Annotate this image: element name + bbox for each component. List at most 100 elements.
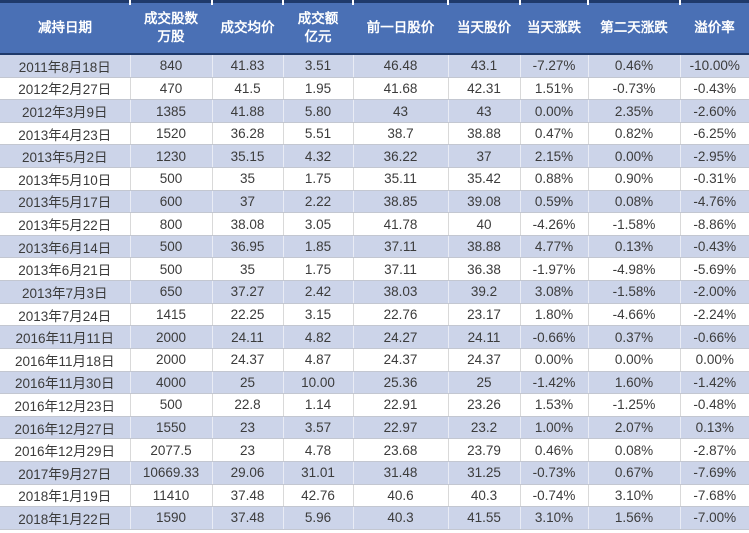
cell: 2013年6月21日 (0, 257, 131, 282)
cell: 40 (448, 212, 521, 236)
table-row: 2012年2月27日 470 41.5 1.95 41.68 42.31 1.51% -0.7… (0, 77, 749, 101)
cell: 38.08 (212, 212, 284, 236)
cell: 2077.5 (130, 438, 213, 462)
cell: 22.91 (353, 393, 449, 417)
cell: -6.25% (680, 122, 749, 146)
cell: -0.31% (680, 167, 749, 191)
table-row: 2013年5月10日 500 35 1.75 35.11 35.42 0.88% 0.90% -… (0, 167, 749, 191)
cell: -1.58% (588, 212, 681, 236)
cell: 1.75 (283, 257, 354, 282)
column-header-5: 前一日股价 (353, 0, 449, 55)
cell: 25.36 (353, 371, 449, 395)
cell: 2.22 (283, 190, 354, 214)
cell: 500 (130, 393, 213, 417)
cell: 0.37% (588, 325, 681, 349)
cell: 40.3 (448, 484, 521, 508)
table-row: 2013年4月23日 1520 36.28 5.51 38.7 38.88 0.47% 0.8… (0, 122, 749, 146)
cell: 38.88 (448, 122, 521, 146)
cell: 22.76 (353, 303, 449, 327)
cell: 0.82% (588, 122, 681, 146)
cell: 0.59% (520, 190, 589, 214)
table-row: 2012年3月9日 1385 41.88 5.80 43 43 0.00% 2.35% -2.6… (0, 99, 749, 123)
cell: 500 (130, 257, 213, 282)
cell: 2012年2月27日 (0, 77, 131, 101)
cell: 800 (130, 212, 213, 236)
cell: 37.11 (353, 257, 449, 282)
table-row: 2013年7月24日 1415 22.25 3.15 22.76 23.17 1.80% -4… (0, 303, 749, 327)
cell: -2.95% (680, 144, 749, 169)
cell: -0.74% (520, 484, 589, 508)
cell: 2013年5月2日 (0, 144, 131, 169)
table-row: 2013年6月21日 500 35 1.75 37.11 36.38 -1.97% -4.98… (0, 257, 749, 282)
cell: 1.51% (520, 77, 589, 101)
cell: 38.03 (353, 280, 449, 304)
cell: 2016年11月11日 (0, 325, 131, 349)
cell: 5.80 (283, 99, 354, 123)
cell: 2000 (130, 325, 213, 349)
cell: 3.15 (283, 303, 354, 327)
cell: 36.22 (353, 144, 449, 169)
cell: 35.11 (353, 167, 449, 191)
table-body: 2011年8月18日 840 41.83 3.51 46.48 43.1 -7.27% 0.4… (0, 54, 749, 530)
cell: 38.88 (448, 235, 521, 259)
cell: 0.00% (520, 348, 589, 372)
cell: 42.76 (283, 484, 354, 508)
cell: 40.6 (353, 484, 449, 508)
cell: 650 (130, 280, 213, 304)
cell: 37 (448, 144, 521, 169)
cell: 2016年12月27日 (0, 416, 131, 440)
table-header: 减持日期 成交股数 万股 成交均价 成交额 亿元 前一日股价 当天股价 当天涨跌 第二天涨跌 溢价率 (0, 0, 749, 55)
cell: -0.73% (588, 77, 681, 101)
cell: 36.95 (212, 235, 284, 259)
cell: 0.47% (520, 122, 589, 146)
cell: 36.38 (448, 257, 521, 282)
cell: -1.58% (588, 280, 681, 304)
cell: 2012年3月9日 (0, 99, 131, 123)
cell: -2.00% (680, 280, 749, 304)
cell: 25 (448, 371, 521, 395)
table-row: 2016年12月23日 500 22.8 1.14 22.91 23.26 1.53% -1.… (0, 393, 749, 417)
cell: -0.73% (520, 461, 589, 485)
cell: 23.26 (448, 393, 521, 417)
cell: 2013年5月10日 (0, 167, 131, 191)
cell: 37.48 (212, 484, 284, 508)
cell: 3.10% (520, 506, 589, 530)
cell: 4000 (130, 371, 213, 395)
cell: 1.85 (283, 235, 354, 259)
table-row: 2016年11月30日 4000 25 10.00 25.36 25 -1.42% 1.60%… (0, 371, 749, 395)
cell: 22.25 (212, 303, 284, 327)
cell: 23 (212, 416, 284, 440)
cell: 38.7 (353, 122, 449, 146)
cell: 2013年7月3日 (0, 280, 131, 304)
cell: -0.43% (680, 77, 749, 101)
cell: 4.82 (283, 325, 354, 349)
table-row: 2018年1月19日 11410 37.48 42.76 40.6 40.3 -0.74% 3… (0, 484, 749, 508)
cell: 23.68 (353, 438, 449, 462)
cell: -8.86% (680, 212, 749, 236)
cell: -4.26% (520, 212, 589, 236)
cell: 4.32 (283, 144, 354, 169)
cell: 0.00% (588, 348, 681, 372)
cell: 23.17 (448, 303, 521, 327)
table-row: 2013年7月3日 650 37.27 2.42 38.03 39.2 3.08% -1.58… (0, 280, 749, 304)
cell: 40.3 (353, 506, 449, 530)
cell: 2013年5月22日 (0, 212, 131, 236)
cell: 39.2 (448, 280, 521, 304)
cell: -4.76% (680, 190, 749, 214)
cell: 1.56% (588, 506, 681, 530)
cell: 840 (130, 54, 213, 78)
cell: 2013年4月23日 (0, 122, 131, 146)
cell: 25 (212, 371, 284, 395)
cell: 0.08% (588, 190, 681, 214)
cell: 0.08% (588, 438, 681, 462)
cell: 2016年11月18日 (0, 348, 131, 372)
cell: 41.78 (353, 212, 449, 236)
cell: -0.48% (680, 393, 749, 417)
column-header-2: 成交股数 万股 (130, 0, 213, 55)
cell: 35.42 (448, 167, 521, 191)
cell: 2016年12月29日 (0, 438, 131, 462)
cell: -1.97% (520, 257, 589, 282)
header-row: 减持日期 成交股数 万股 成交均价 成交额 亿元 前一日股价 当天股价 当天涨跌 第二天涨跌 溢价率 (0, 0, 749, 55)
cell: 23 (212, 438, 284, 462)
cell: 2018年1月22日 (0, 506, 131, 530)
